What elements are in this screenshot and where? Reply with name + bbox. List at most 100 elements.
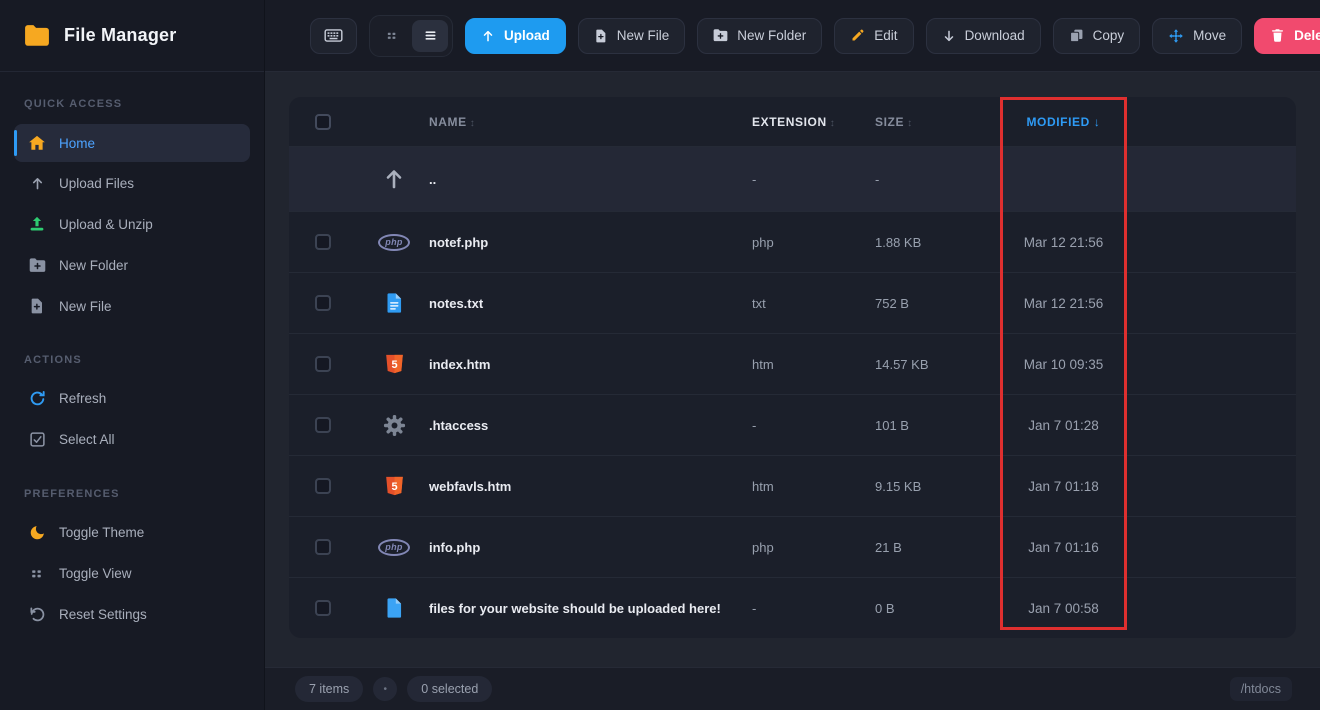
file-name: info.php — [429, 539, 481, 555]
table-row[interactable]: files for your website should be uploade… — [289, 577, 1296, 638]
section-label-actions: ACTIONS — [24, 354, 82, 366]
table-row[interactable]: php info.php php 21 B Jan 7 01:16 — [289, 516, 1296, 577]
new-folder-button[interactable]: New Folder — [697, 17, 823, 54]
sidebar-item-new-folder[interactable]: New Folder — [14, 247, 250, 284]
table-header-row: NAME ↕ EXTENSION ↕ SIZE ↕ MODIFIED ↓ — [289, 97, 1296, 146]
html5-file-icon — [384, 474, 405, 498]
sidebar: File Manager QUICK ACCESS Home Upload Fi… — [0, 0, 265, 710]
file-plus-icon — [27, 298, 47, 314]
row-checkbox[interactable] — [315, 478, 331, 494]
file-name: notef.php — [429, 234, 489, 250]
sidebar-item-toggle-view[interactable]: Toggle View — [14, 555, 250, 592]
sidebar-item-label: Upload Files — [59, 176, 135, 191]
trash-icon — [1270, 28, 1285, 43]
sort-desc-icon: ↓ — [1093, 114, 1101, 129]
move-button[interactable]: Move — [1152, 17, 1243, 54]
file-name: .. — [429, 171, 437, 187]
folder-plus-icon — [713, 28, 728, 43]
file-name: webfavls.htm — [429, 478, 512, 494]
items-count-badge: 7 items — [295, 676, 364, 702]
selected-count-badge: 0 selected — [407, 676, 493, 702]
column-header-modified[interactable]: MODIFIED ↓ — [1026, 114, 1101, 129]
sidebar-item-label: Select All — [59, 432, 115, 447]
folder-plus-icon — [27, 257, 47, 274]
list-view-icon — [423, 28, 438, 43]
up-arrow-icon — [382, 167, 406, 191]
sidebar-item-reset-settings[interactable]: Reset Settings — [14, 596, 250, 633]
sidebar-item-upload-files[interactable]: Upload Files — [14, 166, 250, 201]
upload-arrow-icon — [481, 29, 495, 43]
php-file-icon: php — [378, 538, 410, 556]
sidebar-item-upload-unzip[interactable]: Upload & Unzip — [14, 205, 250, 243]
sort-icon: ↕ — [907, 117, 913, 129]
file-table: NAME ↕ EXTENSION ↕ SIZE ↕ MODIFIED ↓ .. - - … — [289, 97, 1296, 638]
content-area: NAME ↕ EXTENSION ↕ SIZE ↕ MODIFIED ↓ .. - - … — [265, 72, 1320, 667]
sidebar-item-label: New Folder — [59, 258, 129, 273]
column-header-size[interactable]: SIZE ↕ — [875, 114, 913, 129]
sidebar-item-label: Home — [59, 135, 96, 151]
download-button[interactable]: Download — [925, 17, 1041, 54]
row-checkbox[interactable] — [315, 234, 331, 250]
row-checkbox[interactable] — [315, 295, 331, 311]
gear-file-icon — [383, 414, 406, 437]
app-title: File Manager — [64, 25, 177, 45]
grid-view-button[interactable] — [374, 20, 410, 52]
rotate-ccw-icon — [27, 606, 47, 623]
table-row[interactable]: php notef.php php 1.88 KB Mar 12 21:56 — [289, 211, 1296, 272]
upload-button[interactable]: Upload — [465, 17, 566, 54]
grid-view-icon — [385, 28, 400, 43]
edit-button[interactable]: Edit — [834, 17, 914, 54]
copy-button[interactable]: Copy — [1052, 17, 1141, 54]
column-header-extension[interactable]: EXTENSION ↕ — [752, 114, 836, 129]
table-row[interactable]: index.htm htm 14.57 KB Mar 10 09:35 — [289, 333, 1296, 394]
sidebar-item-label: Toggle Theme — [59, 525, 145, 540]
keyboard-shortcuts-button[interactable] — [310, 17, 357, 54]
file-name: files for your website should be uploade… — [429, 600, 721, 616]
app-header: File Manager — [0, 0, 264, 72]
sidebar-item-label: New File — [59, 298, 112, 314]
table-row[interactable]: notes.txt txt 752 B Mar 12 21:56 — [289, 272, 1296, 333]
move-arrows-icon — [1168, 28, 1184, 44]
grid-dots-icon — [27, 565, 47, 582]
sidebar-item-refresh[interactable]: Refresh — [14, 380, 250, 417]
download-arrow-icon — [942, 29, 956, 43]
file-name: index.htm — [429, 356, 491, 372]
upload-unzip-icon — [27, 215, 47, 233]
check-square-icon — [27, 431, 47, 448]
sidebar-item-label: Reset Settings — [59, 607, 147, 622]
column-header-name[interactable]: NAME ↕ — [429, 114, 476, 129]
view-toggle — [369, 14, 453, 57]
php-file-icon: php — [378, 233, 410, 251]
plain-file-icon — [384, 596, 405, 620]
text-file-icon — [384, 291, 405, 315]
current-path: /htdocs — [1229, 677, 1292, 701]
section-label-preferences: PREFERENCES — [24, 488, 120, 500]
copy-icon — [1069, 28, 1084, 43]
table-row-parent-dir[interactable]: .. - - — [289, 146, 1296, 211]
delete-button[interactable]: Delete — [1254, 17, 1320, 54]
list-view-button[interactable] — [412, 19, 448, 52]
row-checkbox[interactable] — [315, 356, 331, 372]
table-row[interactable]: webfavls.htm htm 9.15 KB Jan 7 01:18 — [289, 455, 1296, 516]
sidebar-item-label: Toggle View — [59, 566, 132, 581]
row-checkbox[interactable] — [315, 600, 331, 616]
sort-icon: ↕ — [829, 117, 836, 129]
sidebar-item-toggle-theme[interactable]: Toggle Theme — [14, 514, 250, 551]
row-checkbox[interactable] — [315, 417, 331, 433]
refresh-icon — [27, 390, 47, 407]
sidebar-item-label: Refresh — [59, 391, 107, 406]
select-all-checkbox[interactable] — [315, 113, 331, 130]
sidebar-item-select-all[interactable]: Select All — [14, 421, 250, 458]
row-checkbox[interactable] — [315, 539, 331, 555]
separator-dot: • — [373, 677, 398, 701]
moon-icon — [27, 524, 47, 541]
main-area: Upload New File New Folder Edit Download… — [265, 0, 1320, 710]
keyboard-icon — [324, 26, 343, 45]
html5-file-icon — [384, 352, 405, 376]
new-file-button[interactable]: New File — [577, 17, 686, 54]
sidebar-item-home[interactable]: Home — [14, 124, 250, 162]
file-name: .htaccess — [429, 417, 489, 433]
sidebar-item-new-file[interactable]: New File — [14, 288, 250, 324]
table-row[interactable]: .htaccess - 101 B Jan 7 01:28 — [289, 394, 1296, 455]
sort-icon: ↕ — [469, 117, 476, 129]
